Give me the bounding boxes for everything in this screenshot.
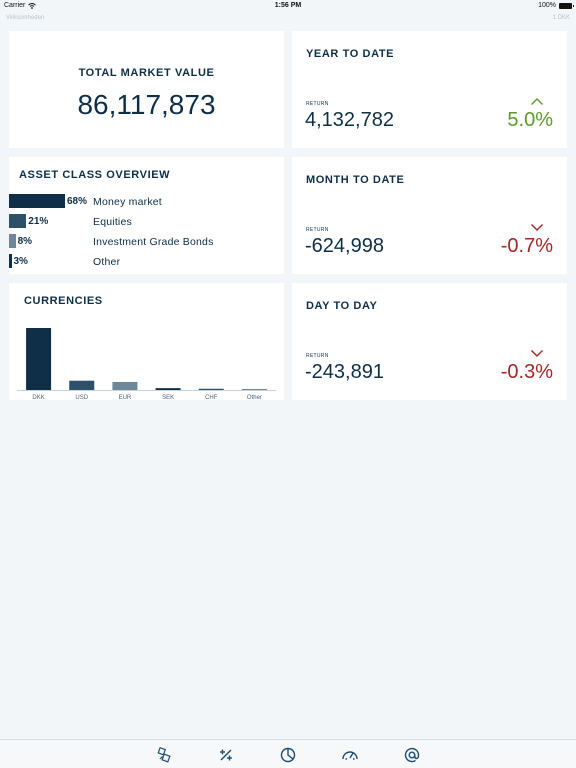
asset-class-bar — [9, 214, 27, 228]
return-percent: 5.0% — [507, 109, 553, 131]
status-bar: Carrier 1:56 PM 100% — [0, 0, 576, 13]
currency-tick-label: USD — [75, 395, 88, 400]
currency-bar-eur — [112, 381, 138, 390]
return-value: 4,132,782 — [305, 109, 394, 131]
chevron-down-icon — [531, 350, 543, 357]
asset-class-percent: 8% — [17, 236, 33, 247]
asset-class-row[interactable]: 21% Equities — [9, 214, 284, 228]
asset-class-overview-card[interactable]: ASSET CLASS OVERVIEW 68% Money market 21… — [9, 157, 284, 274]
chevron-up-icon — [531, 98, 543, 105]
clock: 1:56 PM — [274, 2, 302, 9]
return-percent: -0.7% — [500, 235, 553, 257]
currencies-title: CURRENCIES — [24, 295, 103, 307]
asset-class-overview-title: ASSET CLASS OVERVIEW — [19, 169, 171, 181]
currency-bar-other — [241, 389, 267, 390]
day-to-day-title: DAY TO DAY — [306, 300, 378, 312]
currency-bar-chf — [198, 388, 224, 390]
asset-class-label: Equities — [93, 216, 132, 228]
sub-header: Virksomheden 1 DKK — [0, 15, 576, 25]
asset-class-bar — [9, 194, 65, 208]
wifi-icon — [28, 2, 37, 9]
carrier-group: Carrier — [4, 2, 37, 9]
battery-icon — [559, 2, 574, 9]
currency-tick-label: EUR — [119, 395, 132, 400]
battery-percent: 100% — [538, 2, 556, 9]
tab-bar — [0, 739, 576, 768]
asset-class-row[interactable]: 68% Money market — [9, 194, 284, 208]
year-to-date-title: YEAR TO DATE — [306, 48, 395, 60]
asset-class-row[interactable]: 3% Other — [9, 254, 284, 268]
total-market-value-amount: 86,117,873 — [77, 89, 216, 120]
carrier-label: Carrier — [4, 2, 26, 9]
total-market-value-card[interactable]: TOTAL MARKET VALUE 86,117,873 — [9, 31, 284, 148]
day-to-day-card[interactable]: DAY TO DAY RETURN -243,891 -0.3% — [292, 283, 567, 400]
currency-bar-usd — [69, 380, 95, 390]
return-label: RETURN — [306, 101, 329, 107]
pie-chart-icon[interactable] — [279, 746, 297, 764]
currency-tick-label: SEK — [162, 395, 174, 400]
asset-class-percent: 68% — [67, 196, 88, 207]
month-to-date-title: MONTH TO DATE — [306, 174, 405, 186]
return-value: -243,891 — [305, 361, 384, 383]
gauge-icon[interactable] — [341, 746, 359, 764]
chevron-down-icon — [531, 224, 543, 231]
asset-class-label: Investment Grade Bonds — [93, 236, 214, 248]
asset-class-label: Money market — [93, 196, 162, 208]
currency-tick-label: CHF — [205, 395, 218, 400]
currency-tick-label: DKK — [32, 395, 44, 400]
battery-group: 100% — [538, 2, 574, 9]
company-selector[interactable]: Virksomheden — [6, 15, 45, 21]
currency-selector[interactable]: 1 DKK — [552, 15, 570, 21]
return-value: -624,998 — [305, 235, 384, 257]
asset-class-label: Other — [93, 256, 121, 268]
total-market-value-title: TOTAL MARKET VALUE — [78, 67, 215, 79]
currencies-chart: DKK USD EUR SEK CHF Other — [17, 328, 276, 400]
return-label: RETURN — [306, 353, 329, 359]
year-to-date-card[interactable]: YEAR TO DATE RETURN 4,132,782 5.0% — [292, 31, 567, 148]
currency-bar-sek — [155, 388, 181, 390]
currency-bar-dkk — [26, 328, 52, 390]
asset-class-bar — [9, 254, 12, 268]
assets-icon[interactable] — [155, 746, 173, 764]
at-sign-icon[interactable] — [403, 746, 421, 764]
month-to-date-card[interactable]: MONTH TO DATE RETURN -624,998 -0.7% — [292, 157, 567, 274]
asset-class-bar — [9, 234, 16, 248]
return-label: RETURN — [306, 227, 329, 233]
asset-class-row[interactable]: 8% Investment Grade Bonds — [9, 234, 284, 248]
percent-icon[interactable] — [217, 746, 235, 764]
asset-class-percent: 3% — [13, 256, 28, 267]
return-percent: -0.3% — [500, 361, 553, 383]
currencies-card[interactable]: CURRENCIES DKK USD EUR SEK CHF Other — [9, 283, 284, 400]
asset-class-percent: 21% — [28, 216, 49, 227]
currency-tick-label: Other — [247, 395, 262, 400]
